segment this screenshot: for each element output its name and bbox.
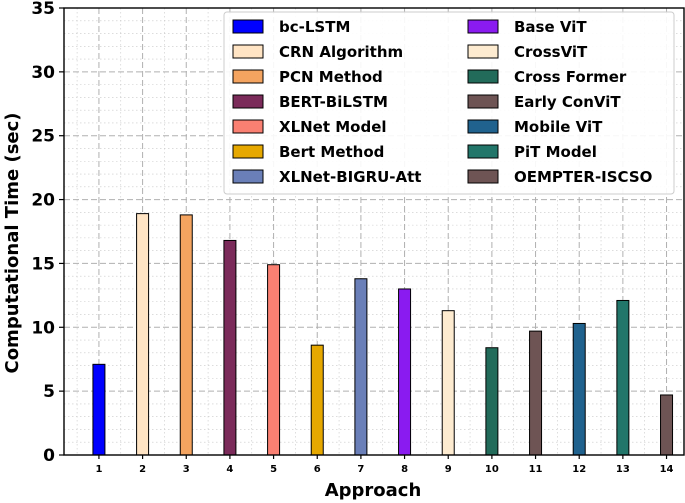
legend-label: Early ConViT [514,93,621,111]
x-tick-label: 3 [183,464,190,475]
legend-swatch [467,94,499,109]
y-tick-label: 0 [43,446,55,466]
bar-4 [223,239,237,456]
legend-label: OEMPTER-ISCSO [514,168,652,186]
x-axis-ticks: 1 2 3 4 5 6 7 8 9 10 11 12 13 14 [95,455,674,475]
y-tick-label: 20 [31,191,55,211]
legend-swatch [232,94,264,109]
x-tick-label: 11 [529,464,543,475]
x-tick-label: 2 [139,464,146,475]
legend-swatch [467,169,499,184]
legend-label: Cross Former [514,68,627,86]
x-tick-label: 1 [95,464,102,475]
legend-swatch [232,69,264,84]
legend-label: Bert Method [279,143,384,161]
legend-swatch [232,119,264,134]
y-tick-label: 15 [31,254,55,274]
legend-swatch [232,169,264,184]
bar-11 [529,330,543,456]
legend-label: CRN Algorithm [279,43,403,61]
x-tick-label: 8 [401,464,408,475]
x-axis-label: Approach [325,480,422,501]
y-tick-label: 35 [31,0,55,19]
bar-6 [310,344,324,456]
legend-label: XLNet Model [279,118,387,136]
legend-box [223,11,675,195]
legend-swatch [467,119,499,134]
y-tick-label: 5 [43,382,55,402]
legend-swatch [232,144,264,159]
bars [92,213,674,456]
legend-swatch [232,19,264,34]
bar-9 [441,310,455,456]
legend-swatch [467,144,499,159]
legend-label: CrossViT [514,43,588,61]
x-tick-label: 4 [226,464,233,475]
legend-label: BERT-BiLSTM [279,93,388,111]
y-tick-label: 25 [31,127,55,147]
legend-swatch [467,19,499,34]
legend-label: bc-LSTM [279,18,350,36]
x-tick-label: 5 [270,464,277,475]
bar-10 [485,347,499,456]
plot-frame [63,7,685,456]
bar-5 [267,264,281,456]
legend-label: XLNet-BIGRU-Att [279,168,421,186]
legend-swatch [232,44,264,59]
y-tick-label: 10 [31,318,55,338]
x-tick-label: 14 [660,464,674,475]
y-axis-ticks: 0 5 10 15 20 25 30 35 [31,0,64,466]
x-tick-label: 13 [616,464,630,475]
bar-7 [354,278,368,456]
bar-14 [660,394,674,456]
x-tick-label: 9 [445,464,452,475]
bar-12 [572,322,586,456]
x-tick-label: 12 [572,464,586,475]
y-tick-label: 30 [31,63,55,83]
x-tick-label: 7 [357,464,364,475]
bar-13 [616,299,630,456]
bar-1 [92,363,106,456]
y-axis-label: Computational Time (sec) [2,112,23,373]
bar-8 [398,288,412,456]
legend-swatch [467,69,499,84]
legend-label: Mobile ViT [514,118,603,136]
legend: bc-LSTM CRN Algorithm PCN Method BERT-BiLST… [223,11,675,195]
bar-3 [179,214,193,456]
legend-label: Base ViT [514,18,587,36]
x-tick-label: 6 [314,464,321,475]
legend-swatch [467,44,499,59]
legend-label: PCN Method [279,68,383,86]
bar-2 [136,213,150,456]
legend-label: PiT Model [514,143,597,161]
x-tick-label: 10 [485,464,499,475]
